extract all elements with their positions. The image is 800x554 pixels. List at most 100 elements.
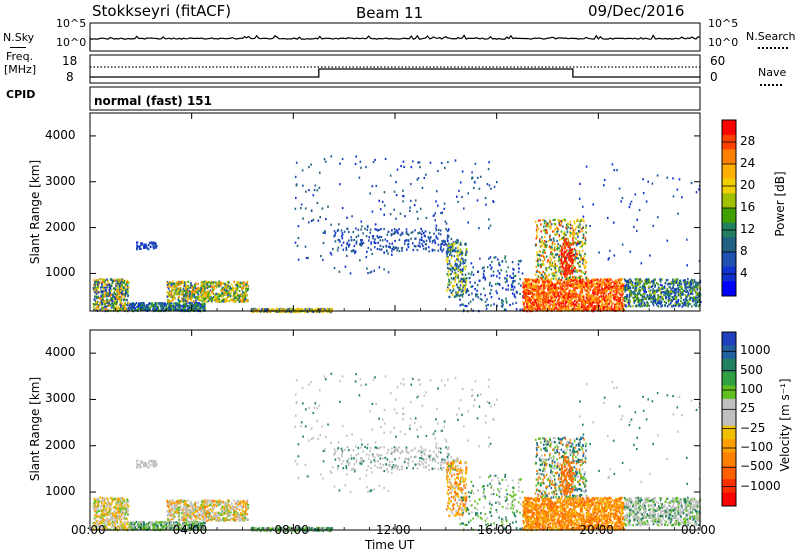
power-cell: [114, 279, 116, 282]
power-cell: [166, 286, 169, 289]
power-cell: [505, 308, 507, 311]
power-cell: [501, 287, 504, 290]
power-cell: [170, 294, 172, 297]
power-cell: [459, 287, 462, 290]
power-cell: [213, 287, 216, 290]
power-cell: [566, 263, 568, 266]
power-cell: [554, 233, 556, 236]
power-cell: [447, 235, 450, 238]
power-cell: [534, 279, 536, 282]
power-cell: [465, 243, 467, 246]
power-cell: [115, 295, 118, 298]
power-cell: [540, 276, 542, 279]
power-cell: [122, 279, 124, 282]
power-cell: [322, 309, 324, 312]
power-cell: [577, 224, 580, 227]
power-cell: [596, 296, 598, 299]
power-cell: [337, 228, 340, 232]
power-cell: [574, 241, 576, 244]
power-cell: [579, 283, 582, 286]
power-cell: [485, 307, 488, 310]
power-cell: [133, 306, 136, 309]
power-cell: [101, 294, 104, 297]
power-cell: [212, 285, 214, 288]
power-cell: [374, 246, 376, 249]
power-cell: [567, 222, 569, 225]
power-cell: [590, 304, 592, 307]
power-cell: [197, 296, 199, 299]
power-cell: [185, 302, 188, 305]
power-cell: [585, 285, 587, 288]
power-cell: [405, 228, 408, 231]
power-cell: [559, 285, 562, 288]
power-cell: [550, 251, 552, 254]
power-cell: [582, 226, 584, 229]
power-cell: [216, 299, 219, 302]
power-cell: [535, 283, 537, 286]
power-cell: [352, 249, 355, 252]
power-cell: [451, 290, 454, 293]
power-cell: [233, 290, 235, 293]
power-cell: [195, 282, 197, 285]
power-cell: [435, 236, 438, 239]
power-cell: [546, 279, 548, 282]
power-cell: [246, 281, 248, 285]
power-cell: [581, 292, 584, 295]
power-cell: [467, 192, 470, 195]
power-cell: [541, 236, 543, 239]
power-cell: [121, 290, 123, 293]
power-cell: [580, 258, 582, 261]
power-cell: [396, 249, 398, 252]
power-cell: [550, 288, 552, 291]
power-cell: [555, 287, 557, 290]
power-cell: [474, 162, 477, 165]
power-cell: [383, 268, 385, 271]
power-cell: [585, 270, 587, 274]
power-cell: [622, 283, 625, 286]
power-cell: [559, 220, 562, 223]
power-cell: [581, 287, 583, 290]
power-cell: [437, 243, 440, 246]
power-cell: [417, 217, 419, 220]
power-cell: [539, 294, 542, 297]
power-cell: [215, 298, 217, 301]
power-cell: [583, 298, 585, 301]
power-cell: [110, 289, 113, 292]
power-cell: [541, 284, 543, 287]
power-cell: [459, 294, 462, 297]
freq-panel-frame: [89, 54, 701, 84]
power-cell: [531, 292, 533, 295]
power-cell: [123, 281, 125, 284]
power-cell: [187, 280, 190, 283]
power-cell: [425, 239, 428, 242]
power-cell: [136, 241, 138, 244]
power-cell: [584, 300, 587, 303]
power-cell: [546, 292, 549, 295]
power-cell: [224, 285, 226, 288]
power-cell: [525, 285, 528, 288]
power-cell: [480, 293, 482, 296]
power-cell: [534, 303, 537, 306]
power-cell: [364, 227, 366, 230]
power-cell: [512, 285, 514, 288]
power-cell: [442, 248, 445, 251]
power-cell: [153, 305, 156, 308]
power-cell: [104, 291, 106, 294]
power-cell: [560, 221, 563, 225]
power-cell: [457, 259, 460, 262]
power-cell: [534, 286, 537, 289]
power-cell: [511, 261, 514, 264]
power-cell: [560, 302, 563, 305]
power-cell: [151, 302, 154, 305]
power-cell: [540, 296, 543, 299]
power-cell: [524, 298, 527, 301]
power-cell: [419, 166, 421, 169]
power-cell: [111, 302, 114, 305]
power-cell: [601, 284, 603, 288]
power-cell: [173, 296, 175, 300]
power-cell: [577, 309, 579, 312]
power-cell: [558, 221, 561, 224]
power-cell: [293, 308, 295, 312]
power-cell: [601, 301, 604, 304]
power-cell: [454, 159, 457, 162]
